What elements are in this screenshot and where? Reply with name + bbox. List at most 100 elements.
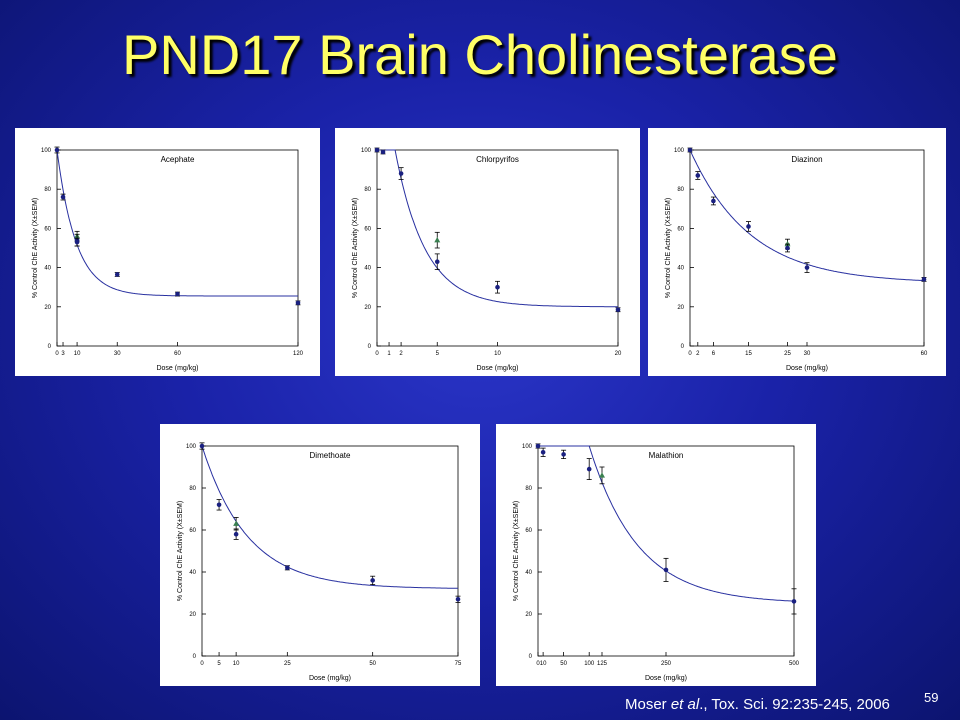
data-point [398, 167, 404, 180]
citation-etal: et al [670, 696, 700, 713]
marker-circle [615, 307, 621, 313]
y-tick-label: 100 [186, 444, 197, 450]
y-tick-label: 60 [525, 528, 532, 534]
citation-authors: Moser [625, 696, 671, 713]
fit-curve [201, 445, 458, 589]
marker-circle [711, 198, 716, 204]
marker-circle [540, 450, 546, 455]
y-tick-label: 40 [525, 570, 532, 576]
data-point [370, 575, 376, 586]
slide-title: PND17 Brain Cholinesterase [122, 23, 838, 86]
marker-circle [285, 565, 290, 571]
data-point [663, 557, 669, 582]
chart-panel-diazinon: 0 20 40 60 80 100 0 2 6 15 25 30 60 Diazinon Dose (mg/… [648, 128, 946, 376]
y-tick-label: 60 [44, 226, 51, 232]
marker-circle [295, 300, 301, 306]
x-axis-label: Dose (mg/kg) [309, 675, 351, 682]
x-tick-label: 0 [55, 351, 59, 357]
marker-circle [398, 171, 404, 176]
x-tick-label: 75 [455, 661, 462, 667]
marker-circle [114, 272, 120, 277]
y-axis-label: % Control ChE Activity (X±SEM) [513, 501, 520, 601]
data-point [710, 196, 716, 206]
marker-circle [535, 443, 541, 449]
data-point [74, 237, 80, 247]
data-point [746, 221, 751, 232]
x-tick-label: 6 [712, 351, 716, 357]
y-tick-label: 80 [44, 187, 51, 193]
data-point [284, 565, 290, 571]
y-tick-label: 0 [529, 654, 533, 660]
data-point [455, 595, 461, 603]
y-tick-label: 100 [41, 148, 52, 154]
x-tick-label: 0 [200, 661, 204, 667]
x-tick-label: 1 [387, 351, 391, 357]
marker-circle [921, 277, 927, 282]
x-tick-label: 2 [696, 351, 700, 357]
x-tick-label: 25 [284, 661, 291, 667]
marker-triangle [233, 520, 240, 526]
data-point [785, 243, 790, 253]
data-point [374, 147, 380, 153]
x-axis-label: Dose (mg/kg) [156, 365, 198, 372]
x-tick-label: 250 [661, 661, 672, 667]
x-tick-label: 120 [293, 351, 304, 357]
y-tick-label: 80 [525, 486, 532, 492]
y-tick-label: 20 [525, 612, 532, 618]
y-axis-label: % Control ChE Activity (X±SEM) [352, 198, 359, 298]
marker-circle [495, 284, 500, 290]
marker-circle [561, 452, 566, 457]
x-tick-label: 30 [114, 351, 121, 357]
chart-title: Malathion [649, 451, 684, 460]
y-tick-label: 0 [48, 344, 52, 350]
marker-circle [791, 599, 797, 604]
chart-dimethoate: 0 20 40 60 80 100 0 5 10 25 50 75 Dimethoate Dose (mg… [177, 442, 462, 682]
chart-panel-chlorpyrifos: 0 20 40 60 80 100 0 1 2 5 10 20 Chlorpyrifos Dose (mg… [335, 128, 640, 376]
y-tick-label: 60 [364, 226, 371, 232]
x-tick-label: 60 [921, 351, 928, 357]
y-tick-label: 40 [189, 570, 196, 576]
data-point [216, 499, 222, 511]
chart-panel-malathion: 0 20 40 60 80 100 0 10 50 100 125 250 500 Malathion Do… [496, 424, 816, 686]
data-point [295, 300, 301, 306]
y-tick-label: 60 [189, 528, 196, 534]
page-number: 59 [924, 690, 939, 705]
x-axis-label: Dose (mg/kg) [786, 365, 828, 372]
chart-panel-acephate: 0 20 40 60 80 100 0 3 10 30 60 120 Acephate Dose (mg/… [15, 128, 320, 376]
marker-triangle [434, 236, 441, 243]
chart-title: Chlorpyrifos [476, 155, 519, 164]
y-tick-label: 0 [681, 344, 685, 350]
plot-frame [376, 149, 619, 347]
data-point [199, 442, 205, 450]
y-tick-label: 20 [364, 305, 371, 311]
data-point [434, 253, 440, 270]
data-point [114, 272, 120, 277]
y-tick-label: 20 [189, 612, 196, 618]
y-tick-label: 40 [364, 266, 371, 272]
fit-curve [689, 149, 925, 282]
plot-frame [56, 149, 299, 347]
x-tick-label: 100 [584, 661, 595, 667]
marker-circle [804, 265, 810, 270]
fit-curve [56, 149, 298, 297]
y-tick-label: 80 [189, 486, 196, 492]
data-point [175, 291, 180, 297]
marker-circle [216, 502, 222, 508]
y-tick-label: 100 [361, 148, 372, 154]
citation-source: ., Tox. Sci. 92:235-245, 2006 [699, 696, 890, 713]
marker-circle [74, 239, 80, 245]
data-point [535, 443, 541, 449]
data-point [687, 147, 693, 153]
citation: Moser et al., Tox. Sci. 92:235-245, 2006 [625, 696, 890, 713]
y-tick-label: 60 [677, 226, 684, 232]
marker-circle [370, 578, 375, 583]
data-point [804, 262, 810, 273]
x-tick-label: 15 [745, 351, 752, 357]
data-point [434, 231, 441, 249]
x-tick-label: 50 [560, 661, 567, 667]
data-point [233, 528, 239, 540]
chart-panel-dimethoate: 0 20 40 60 80 100 0 5 10 25 50 75 Dimethoate Dose (mg… [160, 424, 480, 686]
marker-triangle [784, 240, 791, 247]
